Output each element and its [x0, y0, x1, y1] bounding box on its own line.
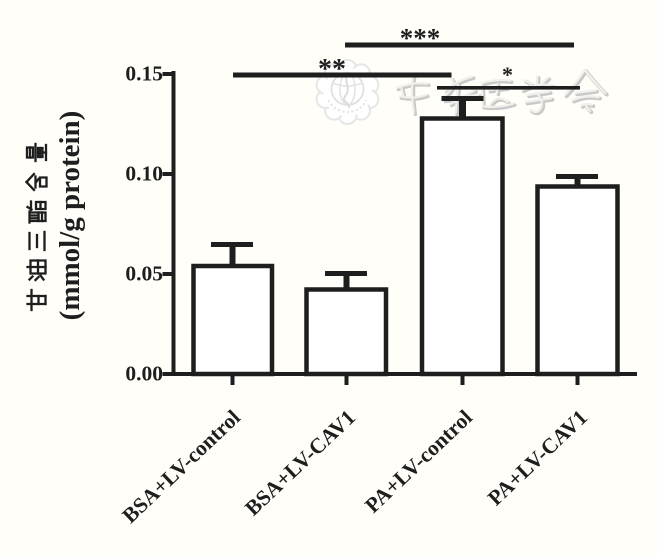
svg-text:*: *	[502, 62, 513, 87]
svg-text:***: ***	[400, 23, 441, 53]
svg-text:(mmol/g protein): (mmol/g protein)	[54, 111, 86, 321]
svg-text:**: **	[318, 54, 346, 85]
svg-text:0.15: 0.15	[125, 62, 163, 86]
svg-text:0.05: 0.05	[125, 262, 163, 286]
svg-text:0.10: 0.10	[125, 162, 163, 186]
svg-text:0.00: 0.00	[125, 362, 163, 386]
